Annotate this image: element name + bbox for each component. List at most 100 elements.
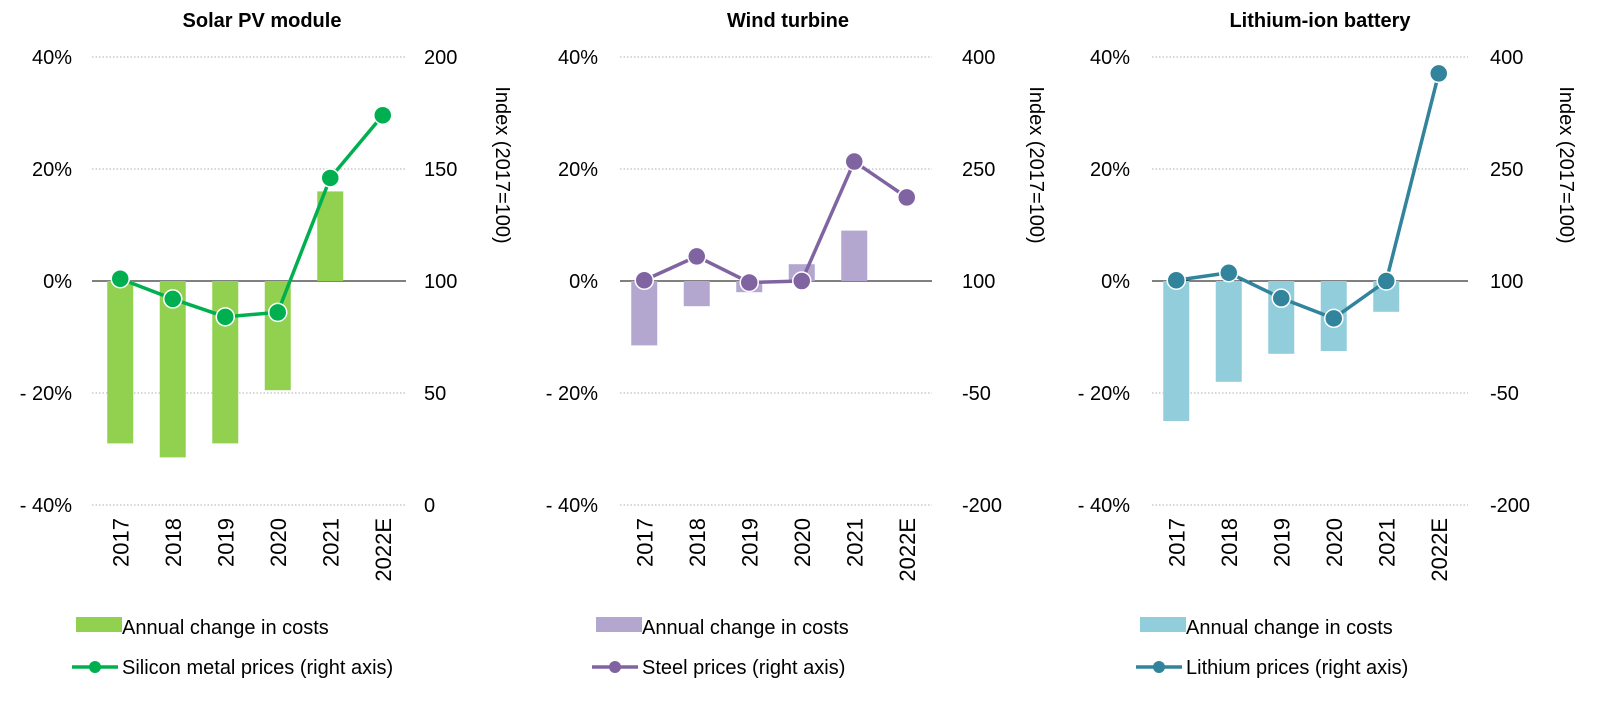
bar	[317, 191, 344, 281]
line-point	[268, 302, 288, 323]
line-point	[1166, 270, 1186, 291]
x-tick-label: 2017	[108, 518, 133, 567]
right-tick-label: 250	[962, 159, 995, 181]
x-tick-label: 2020	[266, 518, 291, 567]
left-tick-label: 40%	[558, 47, 598, 69]
line-point	[687, 246, 707, 267]
x-tick-label: 2019	[213, 518, 238, 567]
left-tick-label: - 40%	[1078, 495, 1130, 517]
left-tick-label: 20%	[32, 159, 72, 181]
right-tick-label: 100	[424, 271, 457, 293]
left-tick-label: - 40%	[546, 495, 598, 517]
line-point	[110, 269, 130, 289]
right-axis-title: Index (2017=100)	[491, 86, 513, 243]
right-tick-label: -200	[962, 495, 1002, 517]
x-tick-label: 2021	[842, 518, 867, 567]
right-tick-label: 100	[962, 271, 995, 293]
x-tick-label: 2022E	[895, 518, 920, 582]
x-tick-label: 2021	[1374, 518, 1399, 567]
x-tick-label: 2020	[1322, 518, 1347, 567]
right-tick-label: -50	[962, 383, 991, 405]
line-point	[792, 271, 812, 291]
chart-title: Lithium-ion battery	[1229, 10, 1411, 32]
legend-swatch-bar	[1140, 617, 1186, 632]
bar	[1215, 281, 1242, 382]
left-tick-label: - 40%	[20, 495, 72, 517]
left-tick-label: 0%	[1101, 271, 1130, 293]
line-point	[739, 272, 759, 293]
line-point	[1376, 271, 1396, 291]
right-tick-label: 250	[1490, 159, 1523, 181]
legend-swatch-marker	[1153, 661, 1165, 673]
line-point	[897, 187, 917, 208]
legend-label: Annual change in costs	[122, 617, 329, 639]
left-tick-label: 20%	[558, 159, 598, 181]
legend: Annual change in costs Lithium prices (ri…	[1136, 617, 1408, 679]
legend-label: Lithium prices (right axis)	[1186, 657, 1408, 679]
left-tick-label: 40%	[32, 47, 72, 69]
left-tick-label: 40%	[1090, 47, 1130, 69]
legend-swatch-bar	[596, 617, 642, 632]
series-line	[1176, 72, 1441, 321]
left-tick-label: - 20%	[1078, 383, 1130, 405]
x-tick-label: 2017	[1164, 518, 1189, 567]
bar	[1163, 281, 1190, 421]
series-line	[119, 114, 385, 319]
x-tick-label: 2021	[318, 518, 343, 567]
legend: Annual change in costs Silicon metal pric…	[72, 617, 393, 679]
line-point	[163, 289, 183, 309]
series-line	[643, 159, 908, 285]
right-tick-label: 150	[424, 159, 457, 181]
legend-swatch-marker	[609, 661, 621, 673]
right-tick-label: 50	[424, 383, 446, 405]
legend-label: Steel prices (right axis)	[642, 657, 845, 679]
right-tick-label: 200	[424, 47, 457, 69]
legend-swatch-marker	[89, 661, 101, 673]
right-axis-title: Index (2017=100)	[1555, 86, 1577, 243]
legend-label: Silicon metal prices (right axis)	[122, 657, 393, 679]
right-tick-label: 400	[962, 47, 995, 69]
right-axis-title: Index (2017=100)	[1025, 86, 1047, 243]
legend-label: Annual change in costs	[642, 617, 849, 639]
line-point	[1219, 263, 1239, 283]
left-tick-label: - 20%	[20, 383, 72, 405]
line-point	[320, 168, 340, 188]
legend: Annual change in costs Steel prices (righ…	[592, 617, 849, 679]
legend-swatch-bar	[76, 617, 122, 632]
right-tick-label: -50	[1490, 383, 1519, 405]
chart-panel-2: Lithium-ion battery 40% 20% 0% - 20% - 40% 400…	[1078, 10, 1577, 679]
x-tick-label: 2019	[737, 518, 762, 567]
bar	[159, 281, 186, 458]
bar	[841, 230, 868, 281]
right-tick-label: 0	[424, 495, 435, 517]
x-tick-label: 2018	[685, 518, 710, 567]
left-tick-label: - 20%	[546, 383, 598, 405]
bar	[107, 281, 134, 444]
line-point	[1324, 308, 1344, 329]
line-point	[215, 307, 235, 327]
bar	[264, 281, 291, 391]
line-point	[1429, 63, 1449, 84]
x-tick-label: 2018	[161, 518, 186, 567]
left-tick-label: 0%	[43, 271, 72, 293]
right-tick-label: 400	[1490, 47, 1523, 69]
chart-title: Solar PV module	[183, 10, 342, 32]
line-point	[1271, 288, 1291, 308]
x-tick-label: 2018	[1217, 518, 1242, 567]
x-tick-label: 2022E	[371, 518, 396, 582]
left-tick-label: 0%	[569, 271, 598, 293]
right-tick-label: 100	[1490, 271, 1523, 293]
chart-title: Wind turbine	[727, 10, 849, 32]
chart-panel-1: Wind turbine 40% 20% 0% - 20% - 40% 400 250 100 -…	[546, 10, 1047, 679]
chart-panel-0: Solar PV module 40% 20% 0% - 20% - 40% 200 150 1…	[20, 10, 513, 679]
right-tick-label: -200	[1490, 495, 1530, 517]
bar	[212, 281, 239, 444]
left-tick-label: 20%	[1090, 159, 1130, 181]
x-tick-label: 2019	[1269, 518, 1294, 567]
legend-label: Annual change in costs	[1186, 617, 1393, 639]
line-point	[373, 105, 393, 125]
x-tick-label: 2017	[632, 518, 657, 567]
line-point	[844, 151, 864, 172]
